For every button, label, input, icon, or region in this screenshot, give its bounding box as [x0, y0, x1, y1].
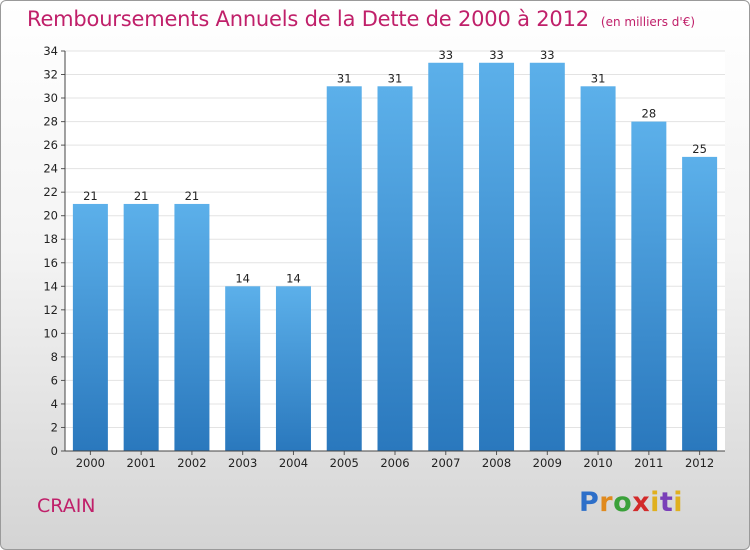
data-label-2002: 21: [185, 189, 200, 203]
bar-2012: [682, 156, 718, 451]
x-tick-label-2008: 2008: [482, 456, 511, 470]
bar-2001: [123, 203, 159, 451]
commune-name: CRAIN: [37, 495, 96, 517]
data-label-2011: 28: [642, 107, 657, 121]
chart-title-text: Remboursements Annuels de la Dette de 20…: [27, 7, 589, 31]
data-label-2003: 14: [235, 271, 250, 285]
data-label-2010: 31: [591, 71, 606, 85]
data-label-2009: 33: [540, 48, 555, 62]
y-tick-label: 2: [51, 420, 58, 434]
y-tick-label: 24: [43, 162, 58, 176]
data-labels: 21 21 21 14 14 31 31 33 33 33 31 28 25: [83, 48, 707, 286]
y-tick-label: 22: [43, 185, 58, 199]
y-tick-label: 18: [43, 232, 58, 246]
y-tick-label: 14: [43, 279, 58, 293]
data-label-2000: 21: [83, 189, 98, 203]
y-tick-label: 32: [43, 68, 58, 82]
bar-2005: [326, 86, 362, 451]
x-tick-label-2009: 2009: [533, 456, 562, 470]
y-tick-label: 20: [43, 209, 58, 223]
y-tick-label: 28: [43, 115, 58, 129]
x-tick-label-2001: 2001: [127, 456, 156, 470]
x-tick-label-2004: 2004: [279, 456, 308, 470]
y-tick-label: 4: [51, 397, 58, 411]
bar-2004: [275, 286, 311, 451]
y-tick-label: 34: [43, 44, 58, 58]
x-tick-label-2006: 2006: [380, 456, 409, 470]
data-label-2004: 14: [286, 271, 301, 285]
bar-2011: [631, 121, 667, 452]
proxiti-logo: Proxiti: [579, 487, 684, 518]
data-label-2012: 25: [692, 142, 707, 156]
y-tick-label: 0: [51, 444, 58, 458]
x-tick-label-2007: 2007: [431, 456, 460, 470]
data-label-2008: 33: [489, 48, 504, 62]
y-tick-label: 16: [43, 256, 58, 270]
bar-2006: [377, 86, 413, 451]
x-tick-label-2012: 2012: [685, 456, 714, 470]
data-label-2007: 33: [438, 48, 453, 62]
bar-series: [72, 62, 718, 452]
y-tick-label: 26: [43, 138, 58, 152]
y-tick-label: 6: [51, 373, 58, 387]
bar-2003: [225, 286, 261, 451]
x-tick-label-2005: 2005: [330, 456, 359, 470]
data-label-2006: 31: [388, 71, 403, 85]
x-tick-label-2011: 2011: [634, 456, 663, 470]
chart-unit-label: (en milliers d'€): [600, 15, 696, 29]
data-label-2001: 21: [134, 189, 149, 203]
bar-2010: [580, 86, 616, 451]
x-tick-label-2002: 2002: [177, 456, 206, 470]
chart-title: Remboursements Annuels de la Dette de 20…: [27, 7, 695, 31]
x-tick-label-2003: 2003: [228, 456, 257, 470]
x-tick-label-2000: 2000: [76, 456, 105, 470]
x-tick-label-2010: 2010: [583, 456, 612, 470]
y-tick-label: 8: [51, 350, 58, 364]
bar-2009: [529, 62, 565, 451]
y-tick-label: 10: [43, 326, 58, 340]
y-tick-label: 12: [43, 303, 58, 317]
bar-2002: [174, 203, 210, 451]
bar-2008: [479, 62, 515, 451]
bar-2007: [428, 62, 464, 451]
data-label-2005: 31: [337, 71, 352, 85]
bar-2000: [72, 203, 108, 451]
y-tick-label: 30: [43, 91, 58, 105]
